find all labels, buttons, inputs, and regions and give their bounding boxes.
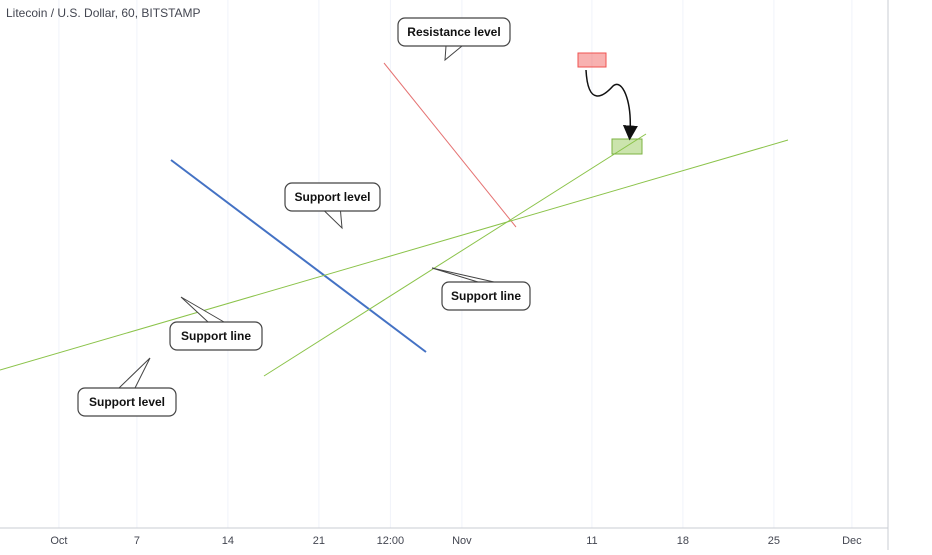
callout-pointer [444,45,463,62]
x-tick-label: 11 [586,535,597,547]
chart-title: Litecoin / U.S. Dollar, 60, BITSTAMP [6,6,201,20]
callout-box [169,321,263,351]
support-trend-line-short [263,133,647,377]
callout-pointer [324,210,343,230]
x-tick-label: 7 [134,535,140,547]
x-tick-label: Nov [452,535,472,547]
callout: Support level [284,182,381,230]
callout: Support level [77,357,177,417]
trend-layer [0,52,789,377]
x-tick-label: 21 [313,535,325,547]
x-tick-label: 14 [222,535,234,547]
callout-pointer [180,296,225,323]
annotation-layer: Resistance level Support level Support lin… [77,17,531,417]
x-tick-label: 12:00 [377,535,405,547]
callout-pointer [431,267,495,283]
x-tick-label: Dec [842,535,862,547]
callout-box [397,17,511,47]
downtrend-line [170,159,427,353]
forecast-arrow [585,69,638,141]
callout-label: Resistance level [407,25,500,39]
x-tick-label: 18 [677,535,689,547]
target-zone-box [611,138,643,155]
support-trend-line-long [0,139,789,371]
callout-label: Support line [451,289,521,303]
callout-label: Support level [294,190,370,204]
grid-layer [58,0,853,528]
resistance-trend-line [383,62,517,228]
callout: Resistance level [397,17,511,62]
x-tick-label: Oct [50,535,67,547]
sell-zone-box [577,52,607,68]
callout-label: Support level [89,395,165,409]
callout: Support line [431,267,531,311]
callout-pointer [118,357,151,389]
callout: Support line [169,296,263,351]
callout-box [77,387,177,417]
x-tick-label: 25 [768,535,780,547]
callout-box [284,182,381,212]
callout-label: Support line [181,329,251,343]
callout-box [441,281,531,311]
